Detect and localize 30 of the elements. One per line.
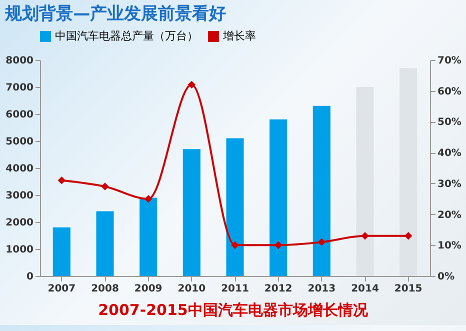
y-tick-label: 3000 [6, 190, 34, 202]
x-tick-label: 2009 [134, 284, 162, 294]
x-tick-label: 2013 [308, 284, 336, 294]
y-tick-label: 2000 [6, 218, 34, 228]
y-tick-label: 8000 [6, 56, 34, 66]
legend-label: 增长率 [222, 30, 256, 43]
y2-tick-label: 40% [438, 148, 462, 160]
x-tick-label: 2010 [178, 284, 206, 294]
chart-title: 规划背景—产业发展前景看好 [4, 4, 226, 24]
x-tick-label: 2008 [91, 284, 119, 294]
y2-tick-label: 10% [438, 240, 462, 252]
y2-tick-label: 20% [438, 210, 462, 221]
y-tick-label: 4000 [6, 164, 34, 174]
y2-tick-label: 60% [438, 86, 462, 98]
y-tick-label: 5000 [6, 136, 34, 148]
x-tick-label: 2014 [351, 284, 379, 294]
y-tick-label: 0 [26, 272, 34, 282]
y-tick-label: 7000 [6, 82, 34, 94]
x-tick-label: 2012 [264, 284, 292, 294]
text: 2007-2015中国汽车电器市场增长情况 [98, 301, 368, 319]
y2-tick-label: 30% [438, 178, 462, 190]
x-tick-label: 2007 [48, 284, 76, 294]
x-tick-label: 2015 [394, 284, 422, 294]
y2-tick-label: 0% [438, 272, 454, 282]
y-tick-label: 6000 [6, 110, 34, 120]
y-tick-label: 1000 [6, 244, 34, 256]
y2-tick-label: 50% [438, 117, 462, 128]
legend-label: 中国汽车电器总产量（万台） [55, 30, 198, 43]
x-tick-label: 2011 [221, 284, 249, 294]
y2-tick-label: 70% [438, 56, 462, 66]
